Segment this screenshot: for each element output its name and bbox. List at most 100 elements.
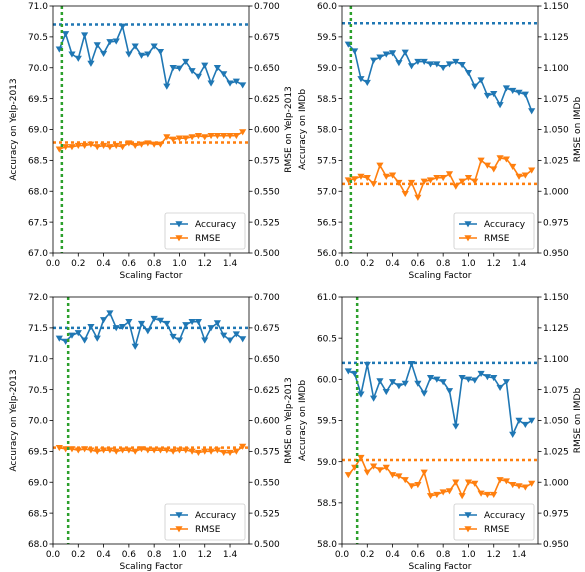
y-right-tick-label: 0.600 — [254, 126, 280, 136]
rmse-point — [232, 132, 240, 140]
accuracy-point — [496, 102, 504, 109]
rmse-point — [452, 183, 460, 190]
accuracy-point — [62, 31, 70, 38]
legend-label: Accuracy — [195, 220, 237, 230]
y-right-tick-label: 0.525 — [254, 509, 280, 519]
y-left-axis-label: Accuracy on IMDb — [298, 380, 308, 461]
rmse-point — [207, 132, 215, 140]
legend: Accuracy RMSE — [453, 212, 535, 250]
x-axis-label: Scaling Factor — [408, 562, 471, 572]
rmse-point — [125, 140, 133, 147]
legend-marker — [464, 512, 472, 519]
rmse-point — [458, 178, 466, 185]
accuracy-point — [401, 380, 409, 387]
y-left-tick-label: 59.5 — [317, 33, 337, 43]
accuracy-point — [452, 58, 460, 65]
rmse-point — [357, 454, 365, 461]
y-left-axis-label: Accuracy on Yelp-2013 — [9, 78, 19, 180]
x-axis-label: Scaling Factor — [119, 271, 182, 281]
rmse-point — [376, 467, 384, 474]
rmse-point — [163, 134, 171, 141]
rmse-point — [68, 446, 76, 453]
rmse-point — [445, 488, 454, 495]
rmse-point — [226, 449, 234, 457]
accuracy-point — [439, 65, 447, 72]
legend-box — [453, 212, 535, 250]
rmse-point — [220, 449, 228, 457]
accuracy-point — [182, 58, 190, 65]
y-left-axis-label: Accuracy on Yelp-2013 — [9, 369, 19, 471]
rmse-point — [201, 448, 209, 455]
y-left-tick-label: 61.0 — [317, 293, 337, 303]
accuracy-point — [496, 384, 504, 391]
accuracy-point — [426, 374, 435, 382]
accuracy-point — [106, 310, 114, 317]
x-tick-label: 0.2 — [71, 550, 85, 560]
rmse-point — [175, 447, 184, 454]
y-right-tick-label: 0.525 — [254, 218, 280, 228]
y-left-tick-label: 57.0 — [317, 187, 337, 197]
accuracy-point — [414, 380, 422, 387]
rmse-point — [395, 473, 403, 480]
accuracy-point — [464, 376, 473, 383]
y-left-tick-label: 60.0 — [317, 376, 337, 386]
accuracy-point — [131, 43, 139, 50]
accuracy-point — [445, 388, 454, 395]
accuracy-point — [351, 48, 359, 55]
rmse-point — [194, 132, 203, 140]
accuracy-point — [213, 320, 221, 327]
y-left-tick-label: 69.0 — [28, 478, 48, 488]
y-right-tick-label: 0.550 — [254, 187, 280, 197]
y-right-tick-label: 0.625 — [254, 386, 280, 396]
rmse-point — [188, 134, 196, 141]
y-right-tick-label: 1.025 — [543, 448, 569, 458]
rmse-point — [509, 163, 517, 170]
accuracy-point — [194, 73, 203, 80]
accuracy-point — [528, 108, 536, 115]
rmse-point — [144, 447, 152, 454]
rmse-point — [528, 480, 536, 487]
rmse-point — [420, 178, 428, 185]
rmse-point — [239, 443, 247, 450]
accuracy-point — [99, 317, 108, 324]
x-tick-label: 0.8 — [436, 259, 451, 269]
y-left-tick-label: 70.5 — [28, 33, 48, 43]
accuracy-point — [445, 61, 454, 68]
y-left-tick-label: 59.5 — [317, 417, 337, 427]
accuracy-line — [58, 311, 244, 350]
y-left-tick-label: 71.5 — [28, 324, 48, 334]
x-tick-label: 0.6 — [122, 550, 137, 560]
x-tick-label: 0.2 — [360, 550, 374, 560]
accuracy-point — [201, 62, 209, 69]
rmse-point — [357, 173, 365, 180]
rmse-point — [112, 448, 120, 455]
accuracy-point — [125, 319, 133, 326]
legend-box — [164, 503, 246, 541]
rmse-point — [55, 444, 63, 452]
accuracy-line — [58, 23, 244, 90]
accuracy-point — [81, 337, 89, 344]
accuracy-point — [395, 60, 403, 67]
x-tick-label: 1.2 — [198, 259, 212, 269]
rmse-point — [137, 141, 146, 148]
y-left-tick-label: 68.5 — [28, 509, 48, 519]
rmse-point — [213, 132, 221, 140]
rmse-point — [471, 178, 479, 185]
y-right-tick-label: 0.550 — [254, 478, 280, 488]
rmse-point — [74, 142, 82, 149]
accuracy-point — [477, 77, 485, 84]
x-tick-label: 0.4 — [385, 259, 400, 269]
legend-marker — [175, 526, 183, 533]
rmse-point — [220, 132, 228, 140]
rmse-point — [131, 448, 139, 455]
x-tick-label: 0.0 — [46, 259, 61, 269]
y-left-tick-label: 59.0 — [317, 458, 337, 468]
accuracy-point — [131, 343, 139, 350]
rmse-point — [458, 493, 466, 500]
rmse-point — [188, 448, 196, 455]
x-tick-label: 0.8 — [436, 550, 451, 560]
legend-marker — [464, 221, 472, 228]
y-left-tick-label: 58.5 — [317, 499, 337, 509]
accuracy-point — [74, 55, 82, 62]
y-right-axis-label: RMSE on Yelp-2013 — [284, 377, 294, 464]
